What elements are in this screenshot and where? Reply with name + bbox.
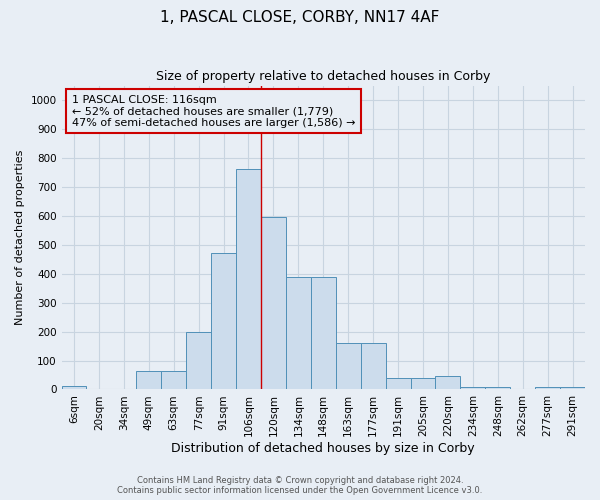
Bar xyxy=(361,343,386,390)
Bar xyxy=(436,376,460,390)
Bar xyxy=(136,370,161,390)
Bar xyxy=(311,276,336,390)
Bar xyxy=(186,332,211,390)
Y-axis label: Number of detached properties: Number of detached properties xyxy=(15,150,25,325)
Bar xyxy=(286,276,311,390)
Text: 1 PASCAL CLOSE: 116sqm
← 52% of detached houses are smaller (1,779)
47% of semi-: 1 PASCAL CLOSE: 116sqm ← 52% of detached… xyxy=(72,94,356,128)
Bar xyxy=(336,343,361,390)
Bar xyxy=(386,378,410,390)
Text: Contains HM Land Registry data © Crown copyright and database right 2024.
Contai: Contains HM Land Registry data © Crown c… xyxy=(118,476,482,495)
Bar xyxy=(535,386,560,390)
Text: 1, PASCAL CLOSE, CORBY, NN17 4AF: 1, PASCAL CLOSE, CORBY, NN17 4AF xyxy=(160,10,440,25)
Bar xyxy=(211,254,236,390)
Bar xyxy=(236,170,261,390)
Bar xyxy=(560,386,585,390)
Bar xyxy=(261,217,286,390)
X-axis label: Distribution of detached houses by size in Corby: Distribution of detached houses by size … xyxy=(172,442,475,455)
Bar xyxy=(460,386,485,390)
Bar xyxy=(485,386,510,390)
Bar xyxy=(410,378,436,390)
Bar xyxy=(62,386,86,390)
Bar xyxy=(161,370,186,390)
Title: Size of property relative to detached houses in Corby: Size of property relative to detached ho… xyxy=(156,70,490,83)
